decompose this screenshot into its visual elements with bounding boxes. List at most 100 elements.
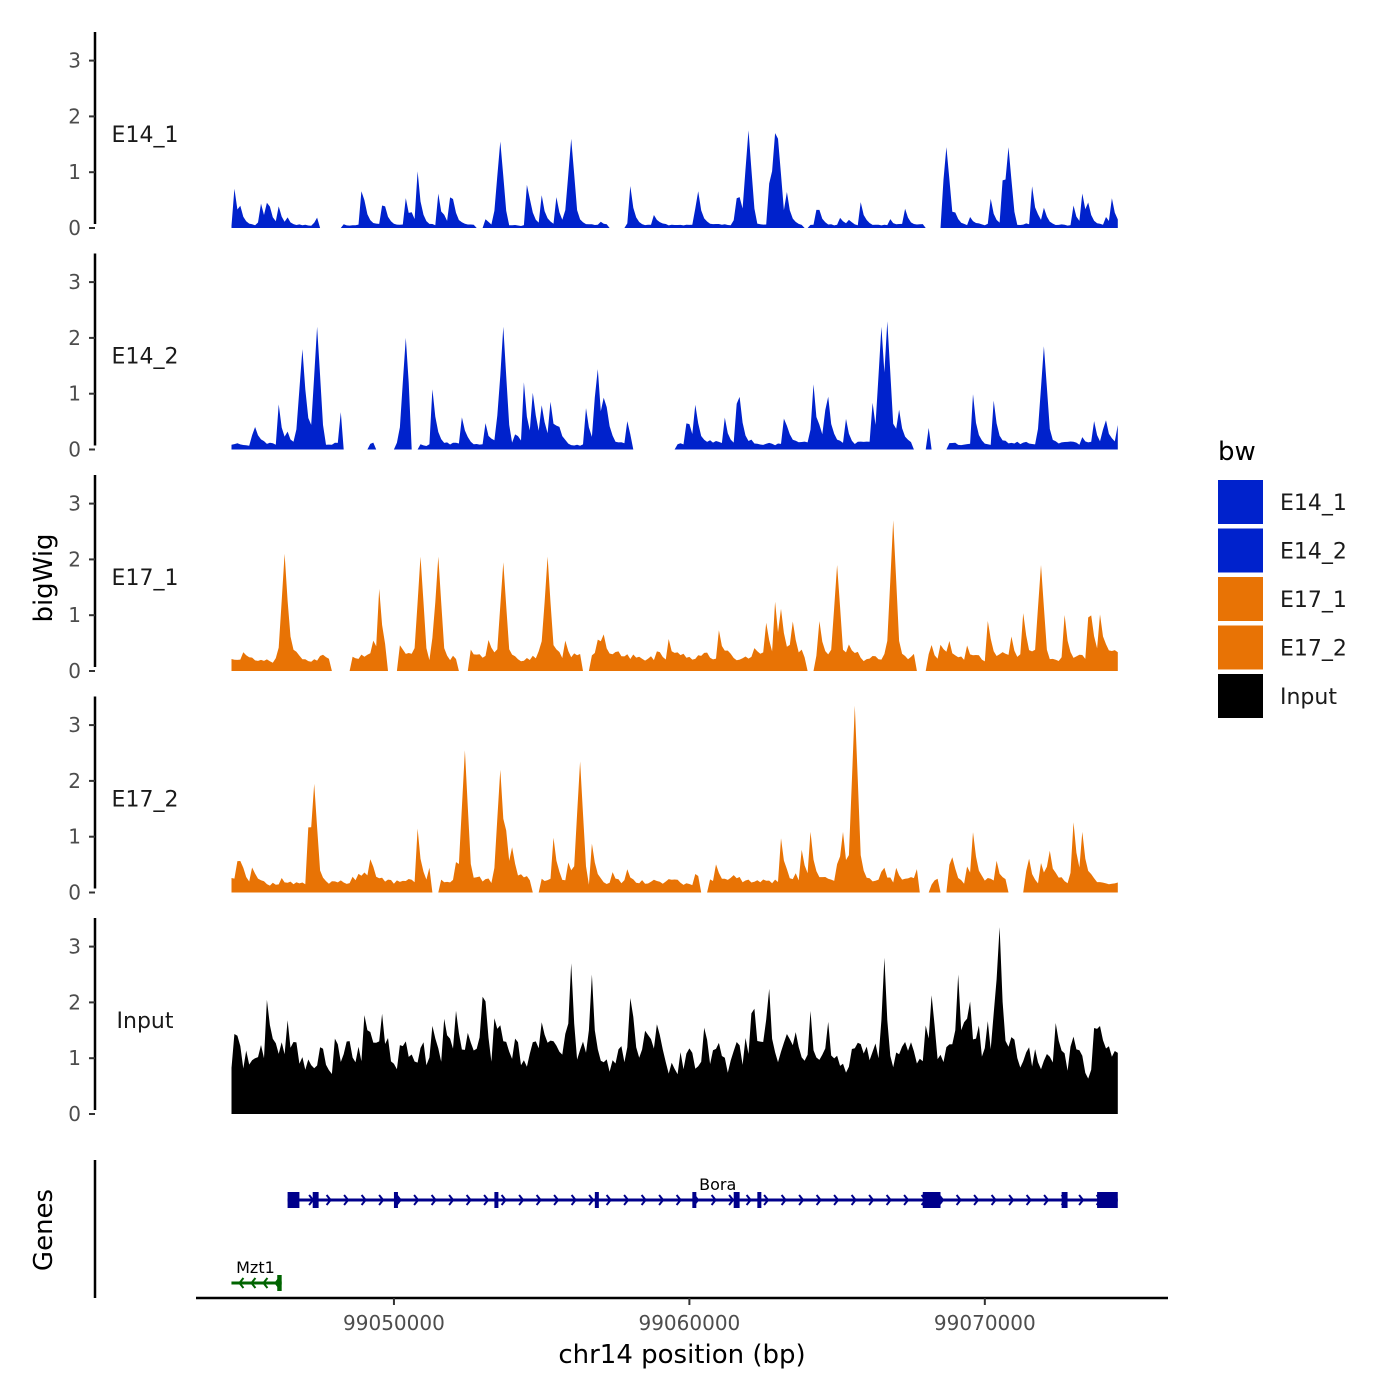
track-E17_2: 0 1 2 3 E17_2 (68, 696, 1118, 905)
strand-arrow (378, 1194, 385, 1206)
legend-swatch-E14_1 (1218, 480, 1263, 524)
y-tick-label: 1 (68, 1046, 81, 1070)
strand-arrow (623, 1194, 630, 1206)
y-tick-label: 0 (68, 881, 81, 905)
x-axis: 99050000 99060000 99070000 (196, 1296, 1168, 1335)
strand-arrow (763, 1194, 770, 1206)
x-tick-label: 99070000 (934, 1311, 1036, 1335)
y-tick-label: 2 (68, 990, 81, 1014)
signal-area-Input (231, 927, 1118, 1114)
exon (312, 1192, 319, 1208)
y-tick-label: 3 (68, 492, 81, 516)
legend-label-E14_1: E14_1 (1280, 491, 1347, 516)
x-tick-label: 99050000 (343, 1311, 445, 1335)
signal-tracks: 0 1 2 3 E14_1 0 1 2 3 E14_2 0 1 2 3 E17_1 0 1 2 3 E17_2 0 1 2 3… (68, 32, 1118, 1126)
strand-arrow (640, 1194, 647, 1206)
y-axis-title: bigWig (29, 533, 59, 622)
exon (393, 1192, 398, 1208)
legend-title: bw (1218, 437, 1256, 467)
strand-arrow (885, 1194, 892, 1206)
strand-arrow (238, 1277, 245, 1289)
y-tick-label: 0 (68, 216, 81, 240)
exon (692, 1192, 697, 1208)
y-tick-label: 0 (68, 659, 81, 683)
strand-arrow (973, 1194, 980, 1206)
x-axis-title: chr14 position (bp) (558, 1340, 805, 1370)
y-tick-label: 2 (68, 326, 81, 350)
legend: bw E14_1 E14_2 E17_1 E17_2 Input (1218, 437, 1347, 718)
strand-arrow (605, 1194, 612, 1206)
legend-label-E17_2: E17_2 (1280, 637, 1347, 662)
y-tick-label: 0 (68, 438, 81, 462)
exon (1097, 1192, 1118, 1208)
exon (594, 1192, 599, 1208)
strand-arrow (588, 1194, 595, 1206)
strand-arrow (262, 1277, 269, 1289)
strand-arrow (430, 1194, 437, 1206)
signal-area-E17_2 (231, 705, 1118, 893)
track-label-E17_1: E17_1 (112, 566, 179, 591)
strand-arrow (360, 1194, 367, 1206)
strand-arrow (448, 1194, 455, 1206)
exon (287, 1192, 300, 1208)
strand-arrow (955, 1194, 962, 1206)
strand-arrow (833, 1194, 840, 1206)
exon (757, 1192, 762, 1208)
strand-arrow (500, 1194, 507, 1206)
track-E17_1: 0 1 2 3 E17_1 (68, 475, 1118, 683)
legend-swatch-E14_2 (1218, 528, 1263, 573)
y-tick-label: 1 (68, 603, 81, 627)
strand-arrow (903, 1194, 910, 1206)
strand-arrow (675, 1194, 682, 1206)
strand-arrow (325, 1194, 332, 1206)
y-tick-label: 3 (68, 935, 81, 959)
legend-label-Input: Input (1280, 685, 1337, 710)
y-tick-label: 3 (68, 713, 81, 737)
legend-label-E17_1: E17_1 (1280, 588, 1347, 613)
track-Input: 0 1 2 3 Input (68, 918, 1118, 1126)
exon (1061, 1192, 1068, 1208)
gene-label-Mzt1: Mzt1 (236, 1258, 275, 1277)
track-label-E14_1: E14_1 (112, 123, 179, 148)
strand-arrow (1043, 1194, 1050, 1206)
strand-arrow (553, 1194, 560, 1206)
y-tick-label: 2 (68, 769, 81, 793)
strand-arrow (535, 1194, 542, 1206)
strand-arrow (745, 1194, 752, 1206)
exon (277, 1275, 282, 1291)
exon (733, 1192, 740, 1208)
strand-arrow (850, 1194, 857, 1206)
y-tick-label: 2 (68, 104, 81, 128)
legend-swatch-Input (1218, 674, 1263, 718)
gene-Mzt1: Mzt1 (231, 1258, 282, 1291)
strand-arrow (1078, 1194, 1085, 1206)
track-label-Input: Input (117, 1009, 174, 1034)
strand-arrow (483, 1194, 490, 1206)
strand-arrow (728, 1194, 735, 1206)
y-tick-label: 2 (68, 547, 81, 571)
gene-Bora: Bora (287, 1175, 1118, 1208)
x-tick-label: 99060000 (638, 1311, 740, 1335)
legend-label-E14_2: E14_2 (1280, 540, 1347, 565)
strand-arrow (710, 1194, 717, 1206)
strand-arrow (343, 1194, 350, 1206)
strand-arrow (1025, 1194, 1032, 1206)
track-label-E14_2: E14_2 (112, 345, 179, 370)
strand-arrow (518, 1194, 525, 1206)
exon (922, 1192, 941, 1208)
exon (494, 1192, 499, 1208)
y-tick-label: 3 (68, 270, 81, 294)
legend-swatch-E17_1 (1218, 577, 1263, 621)
y-tick-label: 1 (68, 825, 81, 849)
strand-arrow (570, 1194, 577, 1206)
strand-arrow (990, 1194, 997, 1206)
strand-arrow (868, 1194, 875, 1206)
strand-arrow (658, 1194, 665, 1206)
y-tick-label: 1 (68, 160, 81, 184)
track-E14_2: 0 1 2 3 E14_2 (68, 253, 1118, 462)
signal-area-E14_1 (231, 130, 1118, 228)
strand-arrow (1008, 1194, 1015, 1206)
strand-arrow (798, 1194, 805, 1206)
gene-label-Bora: Bora (699, 1175, 736, 1194)
